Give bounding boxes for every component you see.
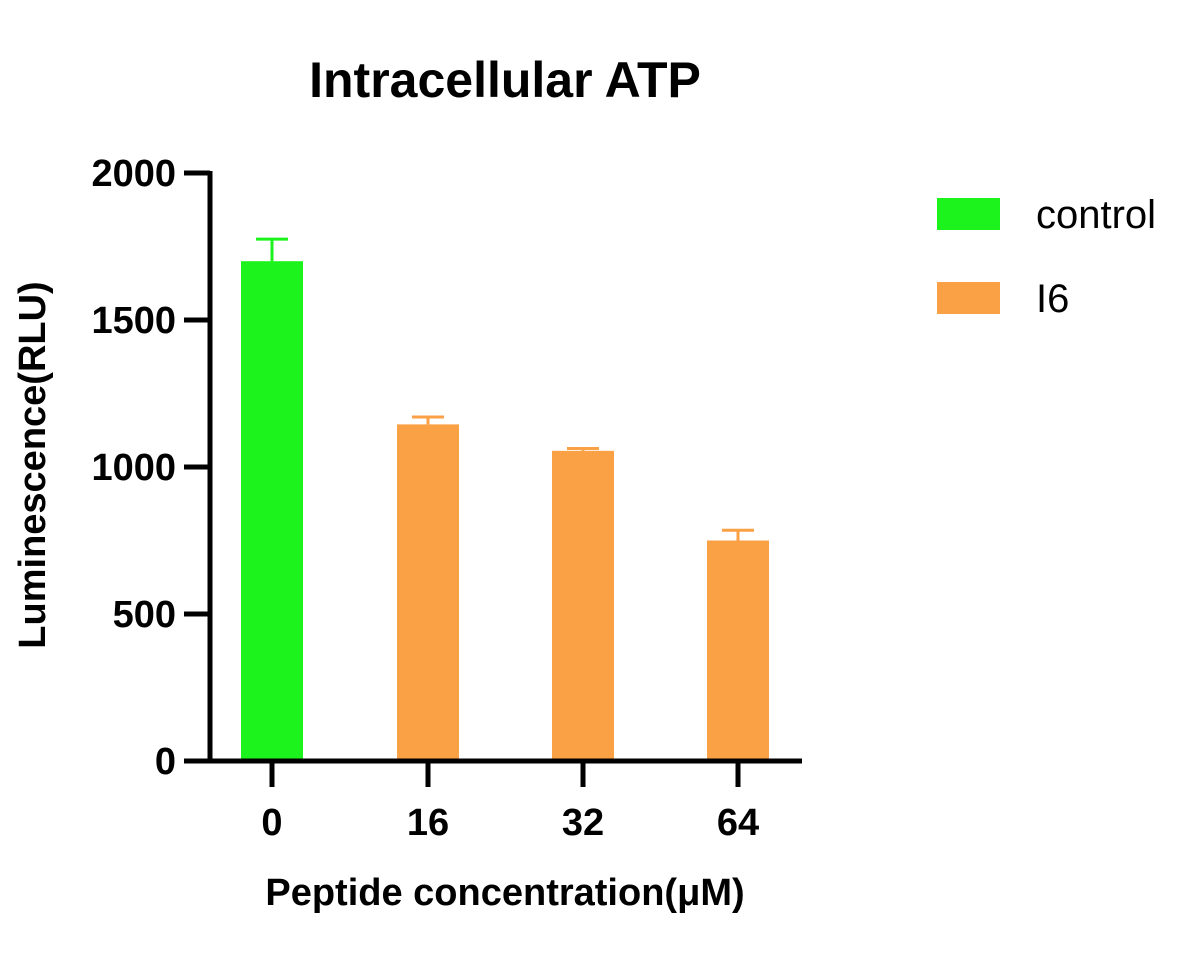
y-tick-label: 500 [113, 594, 176, 636]
y-tick-label: 1000 [91, 447, 176, 489]
x-tick-label: 32 [562, 802, 604, 844]
x-tick-label: 16 [407, 802, 449, 844]
plot-area: 0 500 1000 1500 2000 0 16 32 64 [91, 153, 802, 844]
y-tick-label: 2000 [91, 153, 176, 195]
x-tick-label: 64 [717, 802, 759, 844]
bar-32 [552, 450, 614, 761]
legend-label-control: control [1036, 193, 1156, 237]
y-axis-label: Luminescence(RLU) [12, 281, 54, 648]
bar-0 [241, 261, 303, 761]
chart-title: Intracellular ATP [309, 52, 701, 108]
legend-swatch-i6 [937, 282, 1000, 314]
y-tick-label: 1500 [91, 300, 176, 342]
legend-label-i6: I6 [1036, 277, 1069, 321]
y-tick-label: 0 [155, 741, 176, 783]
x-tick-label: 0 [261, 802, 282, 844]
legend-swatch-control [937, 198, 1000, 230]
x-axis-label: Peptide concentration(μM) [265, 872, 744, 914]
bar-64 [707, 540, 769, 761]
legend: control I6 [937, 193, 1156, 321]
bar-16 [397, 424, 459, 761]
